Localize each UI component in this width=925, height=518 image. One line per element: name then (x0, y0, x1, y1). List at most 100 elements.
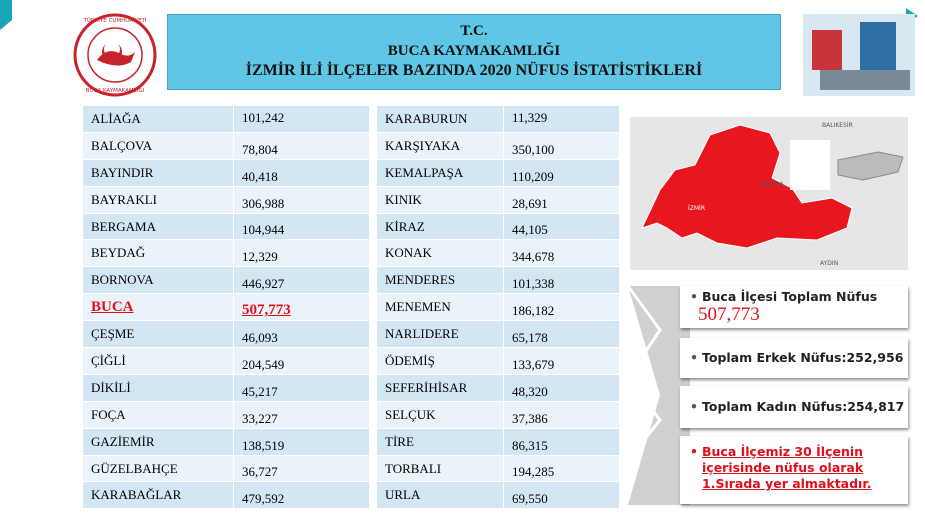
district-cell: MENDERES (376, 266, 504, 295)
map-inset (837, 151, 904, 181)
population-cell: 37,386 (503, 400, 620, 429)
info-box: • Buca İlçemiz 30 İlçenin içerisinde nüfu… (680, 436, 908, 504)
district-cell: KONAK (376, 239, 504, 268)
district-cell: URLA (376, 481, 504, 510)
population-cell: 11,329 (503, 105, 620, 133)
table-row: URLA 69,550 (376, 481, 620, 510)
table-row: KİRAZ 44,105 (376, 212, 620, 241)
table-row: BERGAMA 104,944 (82, 212, 370, 241)
district-cell: KEMALPAŞA (376, 158, 504, 187)
population-cell: 110,209 (503, 158, 620, 187)
district-cell: TORBALI (376, 454, 504, 483)
map-label: BALIKESİR (822, 122, 853, 129)
info-text: Buca İlçemiz 30 İlçenin içerisinde nüfus… (702, 444, 872, 491)
table-row: MENEMEN 186,182 (376, 293, 620, 322)
district-cell: KARABAĞLAR (82, 481, 234, 510)
population-cell: 446,927 (233, 266, 370, 295)
population-cell: 101,338 (503, 266, 620, 295)
photo-panel (812, 30, 842, 70)
table-row: DİKİLİ 45,217 (82, 373, 370, 402)
population-cell: 69,550 (503, 481, 620, 510)
table-row: GAZİEMİR 138,519 (82, 427, 370, 456)
district-cell: SEFERİHİSAR (376, 373, 504, 402)
table-row: BUCA 507,773 (82, 293, 370, 322)
district-cell: BAYINDIR (82, 158, 234, 187)
info-text: Toplam Kadın Nüfus:254,817 (702, 399, 905, 414)
logo-top: TÜRKİYE CUMHURİYETİ (82, 17, 146, 24)
district-cell: KARŞIYAKA (376, 131, 504, 160)
table-right: KARABURUN 11,329 KARŞIYAKA 350,100 KEMALPAŞA… (376, 105, 620, 510)
district-cell: BALÇOVA (82, 131, 234, 160)
header-line: T.C. (460, 23, 488, 39)
table-row: BAYINDIR 40,418 (82, 158, 370, 187)
table-row: MENDERES 101,338 (376, 266, 620, 295)
table-row: KARABAĞLAR 479,592 (82, 481, 370, 510)
population-cell: 138,519 (233, 427, 370, 456)
logo-crescent (102, 44, 123, 62)
population-cell: 65,178 (503, 320, 620, 349)
map-izmir (641, 124, 853, 249)
table-row: ÇEŞME 46,093 (82, 320, 370, 349)
table-row: ÇİĞLİ 204,549 (82, 347, 370, 375)
population-cell: 507,773 (233, 293, 370, 322)
chevron-sep (626, 377, 662, 461)
chevron-sep (626, 285, 662, 379)
population-cell: 104,944 (233, 212, 370, 241)
table-row: TİRE 86,315 (376, 427, 620, 456)
info-box: • Buca İlçesi Toplam Nüfus 507,773 (680, 286, 908, 328)
table-row: TORBALI 194,285 (376, 454, 620, 483)
population-cell: 45,217 (233, 373, 370, 402)
table-row: ALİAĞA 101,242 (82, 105, 370, 133)
population-cell: 28,691 (503, 185, 620, 214)
district-cell: KİRAZ (376, 212, 504, 241)
chevron (628, 286, 690, 505)
table-row: FOÇA 33,227 (82, 400, 370, 429)
population-cell: 33,227 (233, 400, 370, 429)
map-label: AYDIN (820, 260, 838, 267)
table-left: ALİAĞA 101,242 BALÇOVA 78,804 BAYINDIR 40,418… (82, 105, 370, 510)
table-row: KEMALPAŞA 110,209 (376, 158, 620, 187)
district-cell: BEYDAĞ (82, 239, 234, 268)
table-row: BAYRAKLI 306,988 (82, 185, 370, 214)
map-label: İZMİR (688, 205, 705, 212)
population-cell: 133,679 (503, 347, 620, 375)
district-cell: NARLIDERE (376, 320, 504, 349)
table-row: BORNOVA 446,927 (82, 266, 370, 295)
table-row: BEYDAĞ 12,329 (82, 239, 370, 268)
info-text: Toplam Erkek Nüfus:252,956 (702, 350, 904, 365)
district-cell: BAYRAKLI (82, 185, 234, 214)
info-value: 507,773 (698, 304, 760, 325)
accent (0, 0, 12, 30)
population-cell: 86,315 (503, 427, 620, 456)
population-cell: 44,105 (503, 212, 620, 241)
district-cell: MENEMEN (376, 293, 504, 322)
district-cell: BERGAMA (82, 212, 234, 241)
district-cell: ÖDEMİŞ (376, 347, 504, 375)
district-cell: TİRE (376, 427, 504, 456)
district-cell: BORNOVA (82, 266, 234, 295)
population-cell: 46,093 (233, 320, 370, 349)
district-cell: KARABURUN (376, 105, 504, 133)
population-cell: 40,418 (233, 158, 370, 187)
table-row: SELÇUK 37,386 (376, 400, 620, 429)
district-cell: BUCA (82, 293, 234, 322)
logo-inner (87, 27, 143, 83)
table-row: ÖDEMİŞ 133,679 (376, 347, 620, 375)
photo-panel (860, 22, 896, 70)
header: T.C. BUCA KAYMAKAMLIĞI İZMİR İLİ İLÇELER… (167, 14, 781, 90)
population-cell: 350,100 (503, 131, 620, 160)
table-row: KINIK 28,691 (376, 185, 620, 214)
info-box: • Toplam Erkek Nüfus:252,956 (680, 338, 908, 378)
logo-bottom: BUCA KAYMAKAMLIĞI (86, 87, 145, 94)
population-cell: 204,549 (233, 347, 370, 375)
population-cell: 78,804 (233, 131, 370, 160)
photo-floor (820, 70, 910, 90)
population-cell: 479,592 (233, 481, 370, 510)
header-line: İZMİR İLİ İLÇELER BAZINDA 2020 NÜFUS İST… (245, 62, 703, 79)
table-row: KARABURUN 11,329 (376, 105, 620, 133)
table-row: KARŞIYAKA 350,100 (376, 131, 620, 160)
table-row: SEFERİHİSAR 48,320 (376, 373, 620, 402)
population-cell: 194,285 (503, 454, 620, 483)
